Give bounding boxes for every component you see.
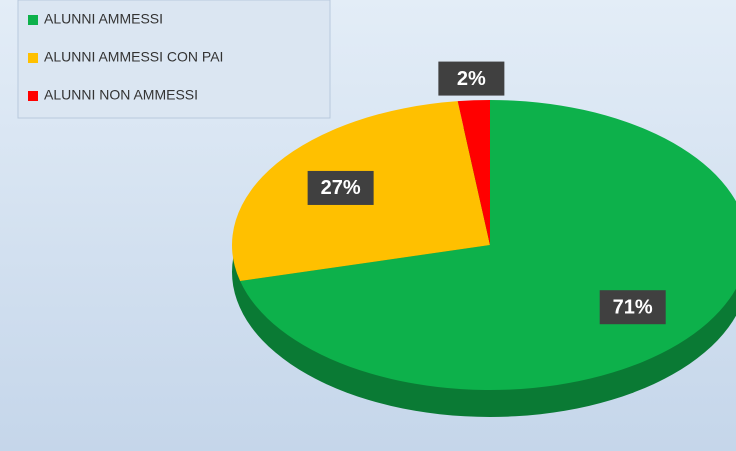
legend-label: ALUNNI AMMESSI xyxy=(44,11,163,27)
data-label: 71% xyxy=(613,296,653,318)
legend-box xyxy=(17,0,331,119)
legend-swatch xyxy=(28,53,38,63)
data-label-box xyxy=(599,290,666,325)
legend-swatch xyxy=(28,91,38,101)
data-label-box xyxy=(307,170,374,205)
data-label-box xyxy=(438,61,505,96)
legend-swatch xyxy=(28,15,38,25)
legend-label: ALUNNI AMMESSI CON PAI xyxy=(44,49,223,65)
pie-slice xyxy=(457,100,490,245)
data-label: 2% xyxy=(457,68,486,90)
data-label: 27% xyxy=(321,177,361,199)
legend-label: ALUNNI NON AMMESSI xyxy=(44,87,198,103)
